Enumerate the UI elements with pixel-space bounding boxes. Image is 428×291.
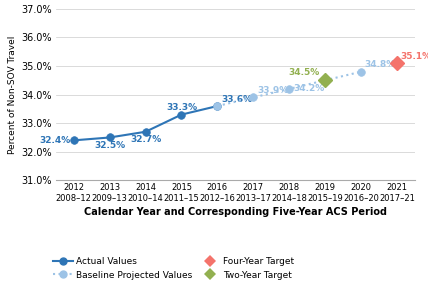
Legend: Actual Values, Baseline Projected Values, Four-Year Target, Two-Year Target: Actual Values, Baseline Projected Values… xyxy=(53,257,294,280)
Text: 34.8%: 34.8% xyxy=(365,61,396,69)
Y-axis label: Percent of Non-SOV Travel: Percent of Non-SOV Travel xyxy=(8,36,17,154)
Text: 35.1%: 35.1% xyxy=(401,52,428,61)
X-axis label: Calendar Year and Corresponding Five-Year ACS Period: Calendar Year and Corresponding Five-Yea… xyxy=(84,207,387,217)
Text: 32.4%: 32.4% xyxy=(39,136,71,145)
Text: 32.5%: 32.5% xyxy=(94,141,125,150)
Text: 33.9%: 33.9% xyxy=(257,86,288,95)
Text: 33.3%: 33.3% xyxy=(166,103,197,112)
Text: 34.5%: 34.5% xyxy=(288,68,320,77)
Text: 32.7%: 32.7% xyxy=(130,135,161,144)
Text: 34.2%: 34.2% xyxy=(294,84,325,93)
Text: 33.6%: 33.6% xyxy=(221,95,252,104)
